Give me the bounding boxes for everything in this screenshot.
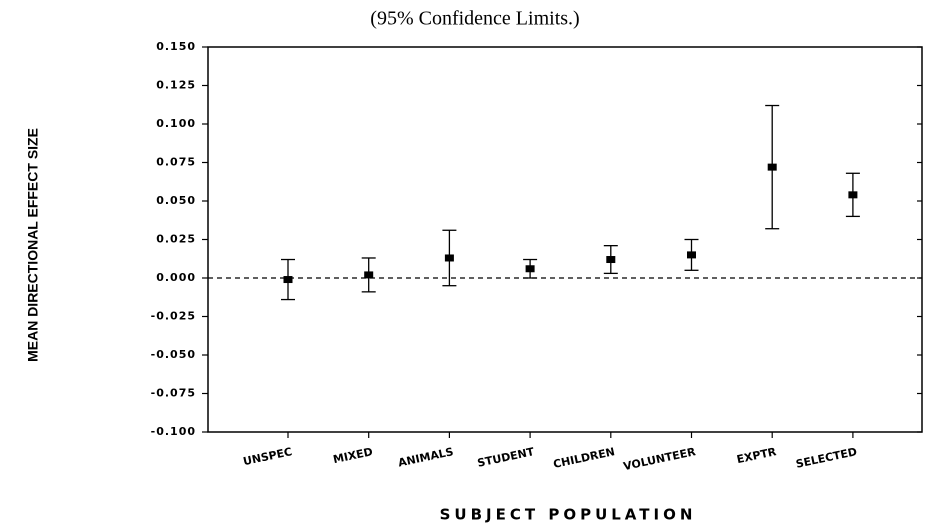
x-tick-label: UNSPEC xyxy=(242,445,293,468)
chart-title: (95% Confidence Limits.) xyxy=(370,8,579,30)
y-tick-label: 0.150 xyxy=(156,40,196,53)
mean-marker xyxy=(606,256,616,264)
plot-frame xyxy=(207,46,923,433)
mean-marker xyxy=(364,271,374,279)
x-axis-label: SUBJECT POPULATION xyxy=(440,506,697,524)
mean-marker xyxy=(848,191,858,199)
mean-marker xyxy=(444,254,454,262)
y-tick-label: -0.050 xyxy=(151,348,196,361)
y-tick-label: 0.025 xyxy=(156,233,196,246)
x-tick-label: ANIMALS xyxy=(397,445,455,469)
y-tick-label: 0.125 xyxy=(156,79,196,92)
y-axis-label: MEAN DIRECTIONAL EFFECT SIZE xyxy=(25,128,41,362)
x-tick-label: EXPTR xyxy=(736,445,778,466)
mean-marker xyxy=(525,265,535,273)
x-tick-label: SELECTED xyxy=(795,445,859,471)
mean-marker xyxy=(767,163,777,171)
y-tick-label: 0.075 xyxy=(156,156,196,169)
x-tick-label: MIXED xyxy=(332,445,374,466)
y-tick-label: 0.100 xyxy=(156,117,196,130)
x-tick-label: STUDENT xyxy=(476,445,536,470)
mean-marker xyxy=(283,276,293,284)
x-tick-label: CHILDREN xyxy=(552,445,616,471)
mean-marker xyxy=(687,251,696,259)
y-tick-label: 0.050 xyxy=(156,194,196,207)
x-tick-label: VOLUNTEER xyxy=(622,445,697,473)
y-tick-label: -0.025 xyxy=(151,310,196,323)
y-tick-label: -0.075 xyxy=(151,387,196,400)
y-tick-label: -0.100 xyxy=(151,425,196,438)
y-tick-label: 0.000 xyxy=(156,271,196,284)
